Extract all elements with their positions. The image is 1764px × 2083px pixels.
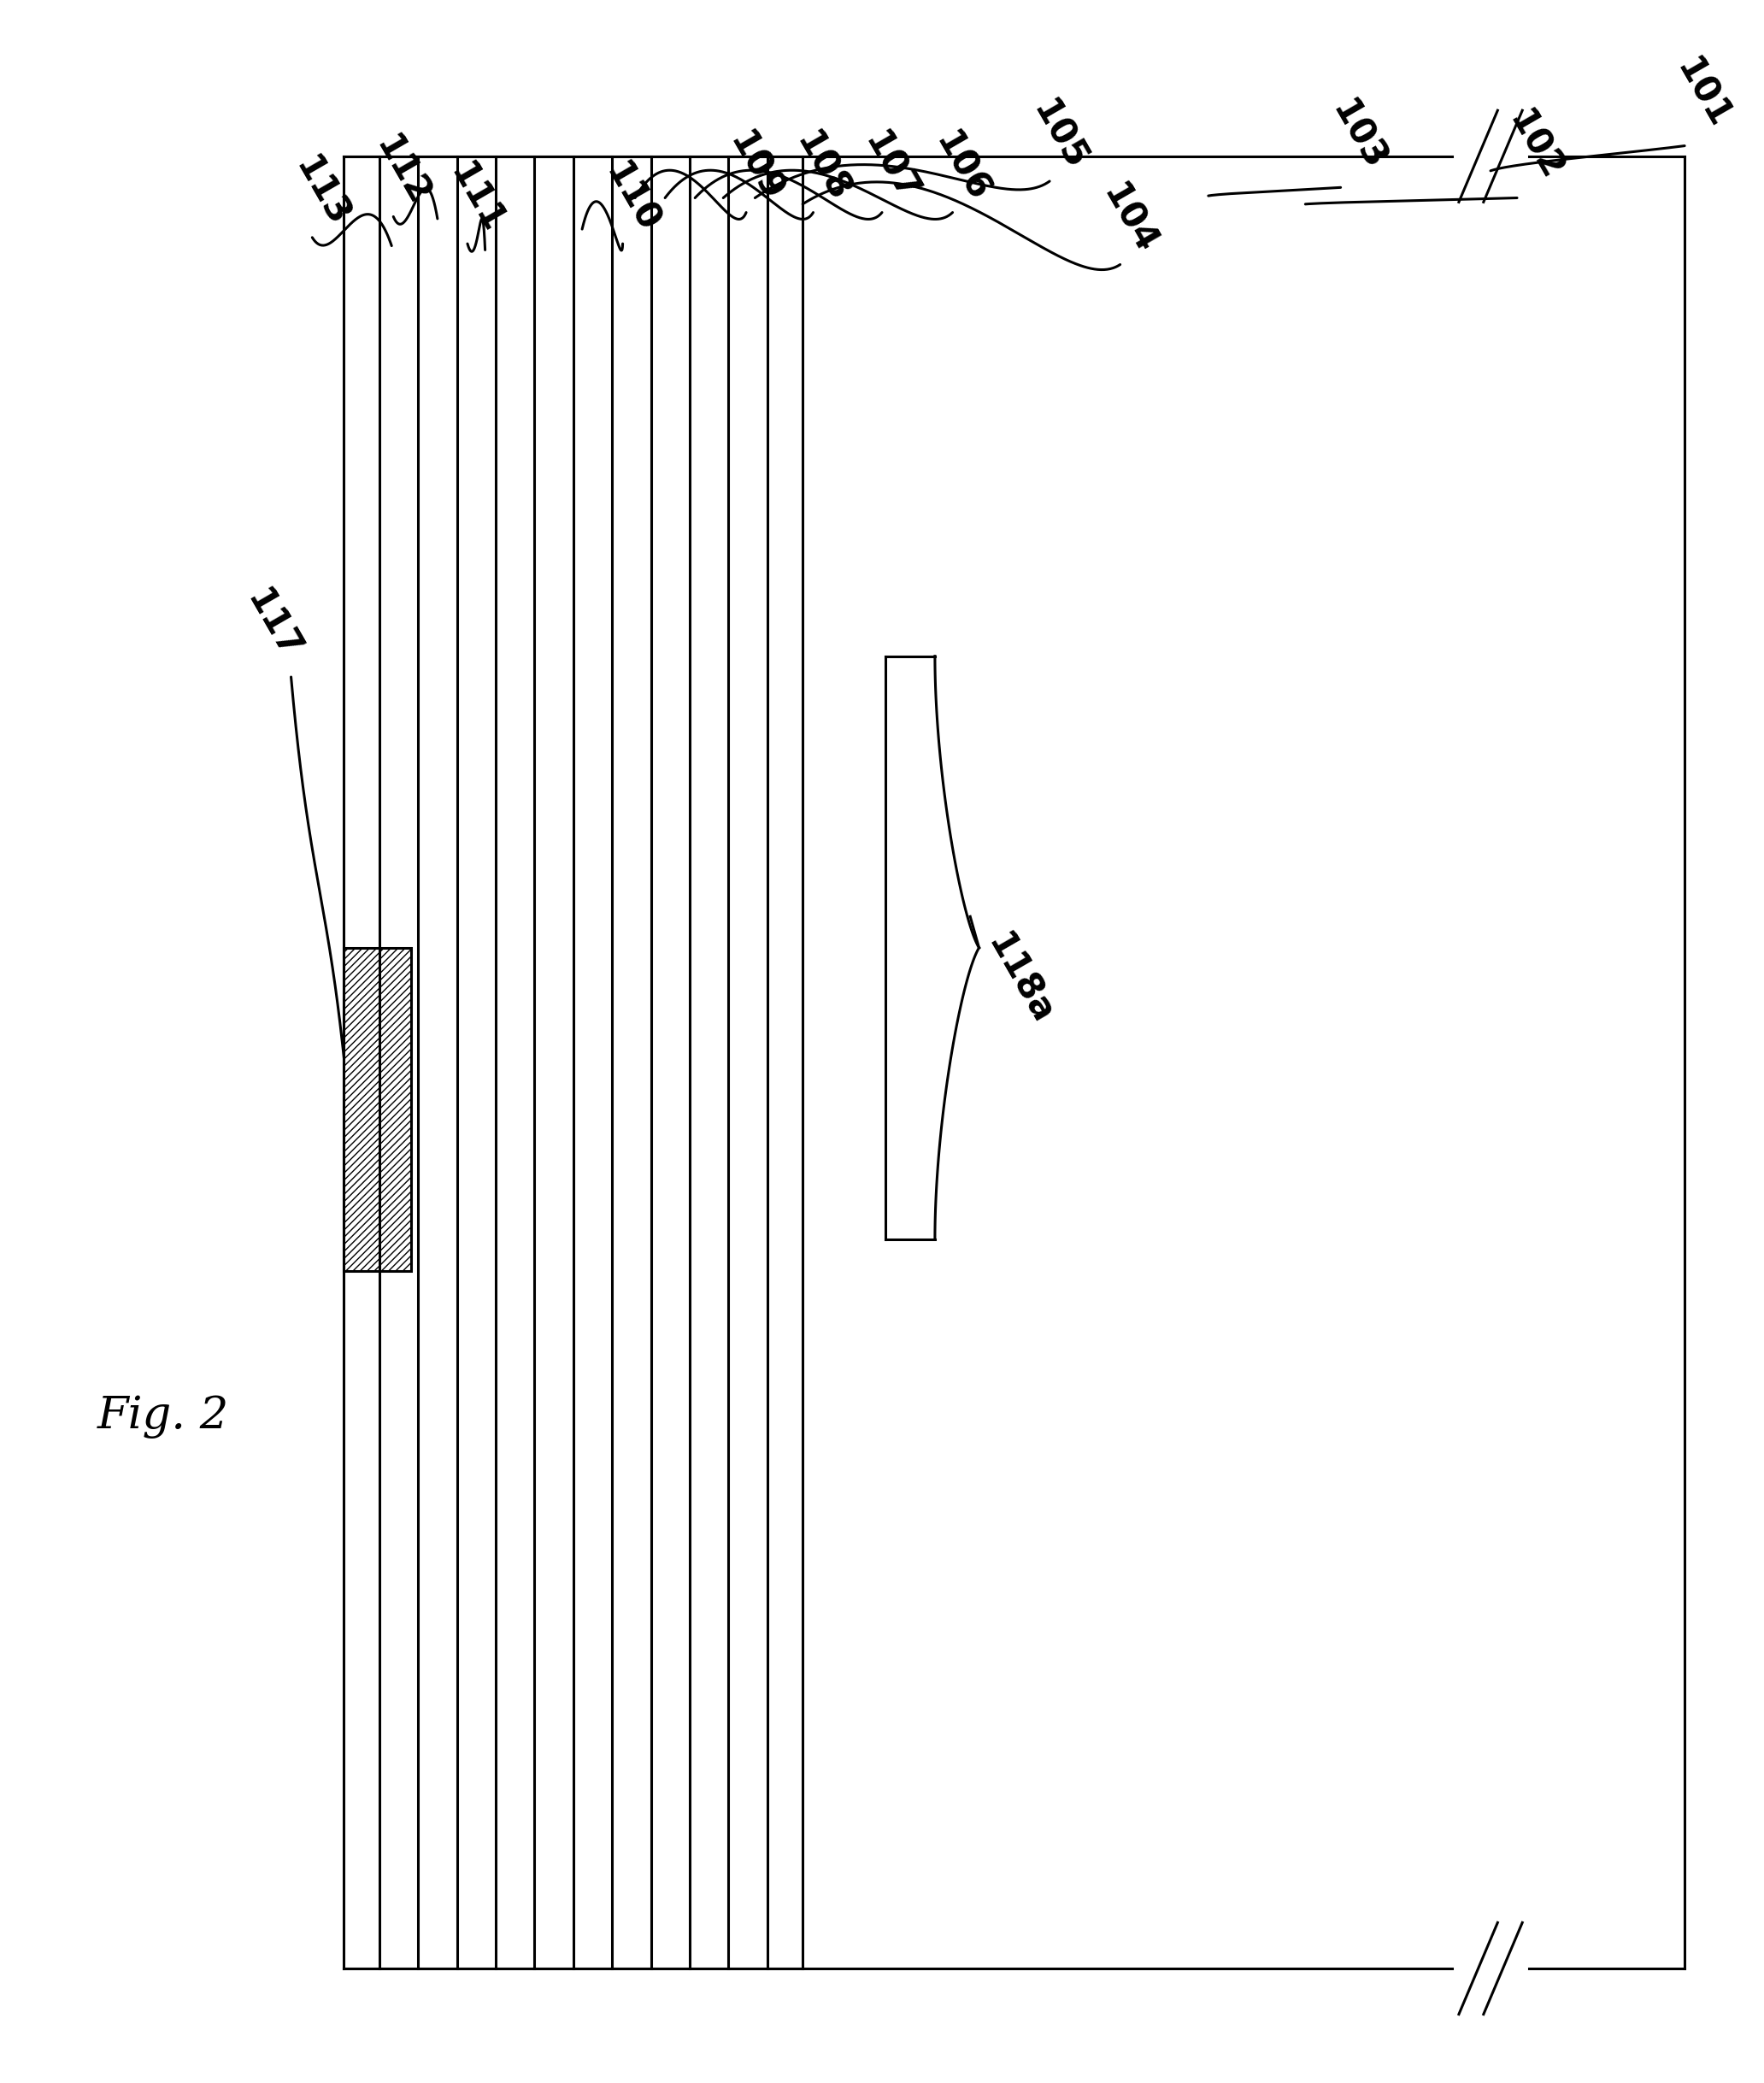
Text: 113: 113 — [288, 150, 355, 233]
Text: 111: 111 — [443, 156, 510, 240]
Text: 103: 103 — [1325, 94, 1392, 177]
Bar — [344, 948, 411, 1271]
Text: Fig. 2: Fig. 2 — [97, 1396, 229, 1437]
Text: 106: 106 — [928, 125, 995, 208]
Text: 107: 107 — [857, 125, 924, 208]
Text: 105: 105 — [1025, 94, 1092, 177]
Text: 104: 104 — [1095, 177, 1162, 260]
Text: 118a: 118a — [979, 927, 1058, 1031]
Text: 110: 110 — [598, 156, 665, 240]
Text: 102: 102 — [1501, 104, 1568, 187]
Text: 101: 101 — [1669, 52, 1736, 135]
Text: 108: 108 — [789, 125, 856, 208]
Text: 112: 112 — [369, 129, 436, 212]
Text: 117: 117 — [240, 583, 307, 667]
Text: 109: 109 — [721, 125, 789, 208]
